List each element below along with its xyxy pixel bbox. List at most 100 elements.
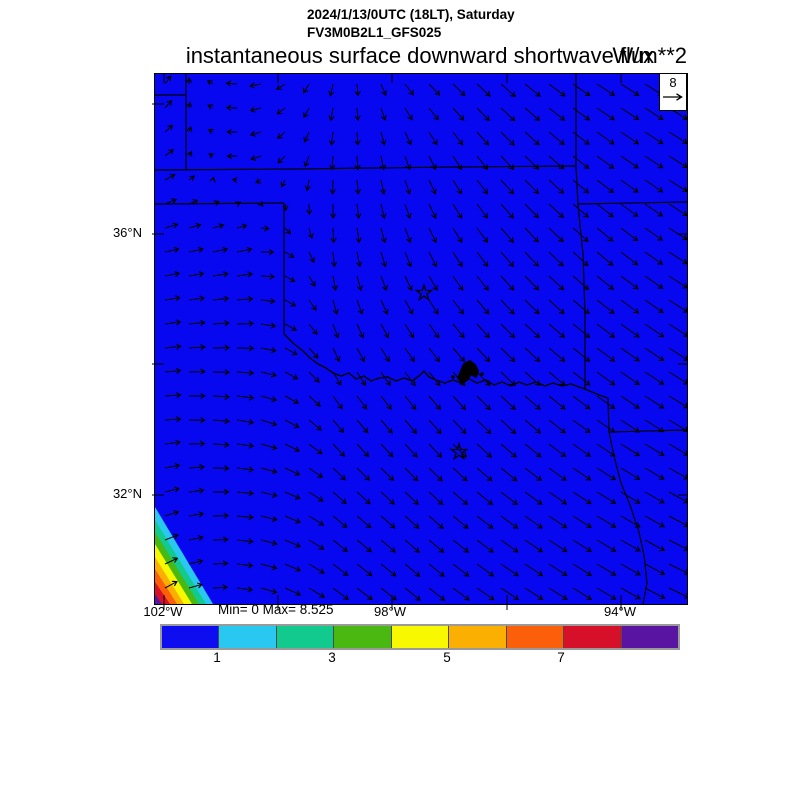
wind-arrow [644, 587, 666, 600]
wind-arrow [212, 393, 231, 400]
min-max-stats-label: Min= 0 Max= 8.525 [218, 602, 334, 617]
wind-arrow [500, 131, 515, 146]
wind-arrow [404, 419, 417, 434]
state-border-line [608, 429, 688, 433]
wind-arrow [356, 491, 371, 505]
wind-arrow [572, 515, 592, 528]
wind-arrow [276, 107, 286, 115]
plot-title: instantaneous surface downward shortwave… [185, 43, 655, 68]
wind-arrow [452, 251, 463, 268]
wind-arrow [548, 203, 564, 219]
wind-arrow [356, 539, 372, 553]
wind-arrow [524, 347, 541, 362]
wind-arrow [476, 371, 491, 387]
wind-arrow [428, 587, 446, 601]
wind-arrow [260, 563, 278, 571]
wind-arrow [452, 443, 468, 458]
wind-arrow [380, 131, 387, 146]
wind-arrow [380, 371, 391, 387]
wind-arrow [404, 275, 413, 292]
wind-arrow [284, 299, 297, 307]
wind-arrow [212, 271, 229, 278]
wind-arrow [236, 562, 254, 569]
wind-arrow [572, 419, 591, 434]
wind-arrow [428, 323, 440, 339]
wind-arrow [428, 107, 439, 121]
wind-arrow [620, 251, 639, 266]
wind-arrow [572, 539, 592, 552]
wind-arrow [596, 155, 615, 169]
wind-arrow [356, 251, 363, 268]
wind-arrow [524, 563, 544, 577]
wind-arrow [236, 246, 253, 253]
river-line [283, 333, 609, 399]
wind-arrow [644, 419, 665, 433]
flux-band [155, 582, 170, 604]
wind-arrow [500, 395, 516, 411]
wind-arrow [249, 82, 262, 89]
colorbar-segment [448, 626, 506, 648]
wind-arrow [356, 515, 372, 529]
wind-arrow [548, 539, 568, 553]
wind-arrow [380, 395, 392, 410]
wind-arrow [206, 80, 214, 86]
wind-arrow [356, 323, 365, 339]
wind-arrow [500, 179, 515, 195]
wind-arrow [260, 395, 278, 403]
wind-arrow [260, 443, 278, 451]
wind-arrow [212, 417, 231, 425]
wind-arrow [668, 251, 687, 265]
wind-arrow [428, 515, 444, 529]
wind-arrow [428, 131, 438, 146]
city-star-markers [414, 282, 469, 461]
colorbar-segment [275, 626, 334, 648]
wind-arrow [596, 323, 616, 338]
wind-arrow [548, 443, 567, 458]
wind-arrow [476, 299, 490, 315]
wind-arrow [572, 443, 592, 457]
wind-arrow [572, 563, 593, 576]
red-river-boundary [283, 333, 609, 399]
wind-arrow [548, 587, 568, 600]
state-border-line [608, 431, 648, 605]
wind-arrow [164, 149, 175, 157]
wind-arrow [668, 467, 687, 480]
wind-arrow [356, 419, 369, 434]
wind-arrow [355, 227, 362, 244]
wind-arrow [620, 107, 640, 121]
wind-arrow [524, 179, 540, 195]
wind-arrow [303, 155, 310, 168]
wind-arrow [500, 491, 519, 506]
wind-arrow [452, 107, 465, 121]
wind-arrow [668, 563, 687, 575]
wind-arrow [308, 539, 325, 550]
wind-arrow [452, 179, 462, 195]
wind-arrow [257, 200, 264, 207]
wind-arrow [308, 371, 320, 383]
wind-arrow [328, 131, 336, 146]
wind-arrow [236, 369, 255, 376]
wind-arrow [354, 179, 361, 195]
wind-arrow [354, 131, 361, 146]
wind-arrow [620, 203, 639, 217]
sw-corner-flux-gradient [155, 507, 213, 604]
wind-arrow [164, 509, 180, 517]
wind-arrow [476, 203, 489, 219]
wind-arrow [500, 299, 515, 315]
wind-arrow [164, 198, 178, 205]
wind-arrow [548, 179, 565, 194]
wind-arrow [644, 179, 664, 193]
wind-arrow [404, 179, 412, 195]
wind-arrow [164, 392, 182, 399]
wind-arrow [308, 419, 322, 431]
wind-arrow [548, 563, 568, 577]
wind-arrow [250, 155, 262, 161]
colorbar-tick-label: 7 [557, 650, 565, 665]
wind-arrow [668, 227, 687, 241]
wind-arrow [260, 467, 278, 475]
wind-arrow [332, 515, 348, 529]
wind-arrow [284, 515, 302, 524]
wind-arrow [524, 251, 539, 267]
colorbar-tick-label: 1 [213, 650, 221, 665]
datetime-header: 2024/1/13/0UTC (18LT), Saturday [307, 7, 515, 22]
